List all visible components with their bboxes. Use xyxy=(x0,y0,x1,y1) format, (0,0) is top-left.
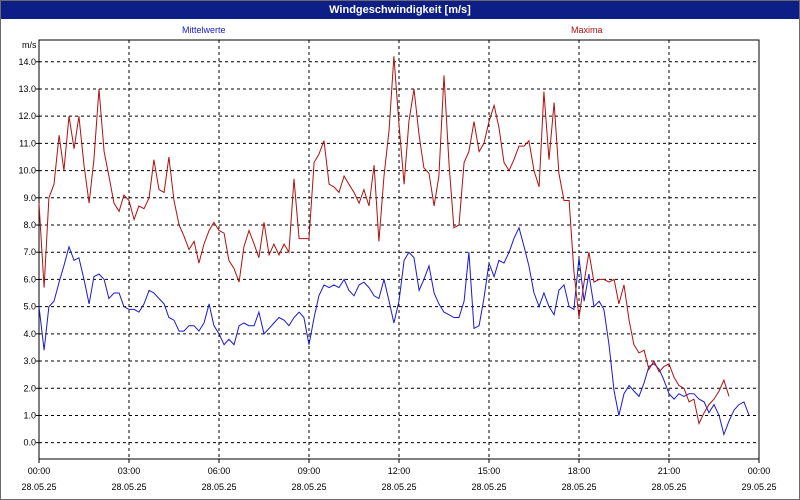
y-tick-label: 1.0 xyxy=(23,410,36,420)
x-tick-date-label: 28.05.25 xyxy=(471,482,506,492)
x-tick-date-label: 28.05.25 xyxy=(201,482,236,492)
y-tick-label: 14.0 xyxy=(18,57,36,67)
y-tick-label: 12.0 xyxy=(18,111,36,121)
legend-max: Maxima xyxy=(571,25,603,35)
series-line-mittelwerte xyxy=(38,226,750,437)
x-tick-date-label: 28.05.25 xyxy=(291,482,326,492)
y-tick-label: 9.0 xyxy=(23,193,36,203)
x-tick-time-label: 09:00 xyxy=(298,466,321,476)
y-tick-label: 5.0 xyxy=(23,302,36,312)
y-tick-label: 3.0 xyxy=(23,356,36,366)
x-tick-time-label: 21:00 xyxy=(658,466,681,476)
x-tick-date-label: 28.05.25 xyxy=(381,482,416,492)
x-tick-date-label: 29.05.25 xyxy=(741,482,776,492)
y-tick-label: 8.0 xyxy=(23,220,36,230)
x-tick-time-label: 18:00 xyxy=(568,466,591,476)
x-tick-date-label: 28.05.25 xyxy=(111,482,146,492)
x-tick-date-label: 28.05.25 xyxy=(561,482,596,492)
y-tick-label: 2.0 xyxy=(23,383,36,393)
y-tick-label: 11.0 xyxy=(19,138,36,148)
y-axis-label: m/s xyxy=(22,40,37,50)
y-tick-label: 13.0 xyxy=(18,84,36,94)
y-tick-label: 7.0 xyxy=(23,247,36,257)
y-tick-label: 0.0 xyxy=(23,438,36,448)
window-title: Windgeschwindigkeit [m/s] xyxy=(1,1,799,19)
x-tick-time-label: 12:00 xyxy=(388,466,411,476)
x-tick-time-label: 15:00 xyxy=(478,466,501,476)
legend-mean: Mittelwerte xyxy=(182,25,226,35)
x-tick-time-label: 03:00 xyxy=(118,466,141,476)
x-tick-time-label: 06:00 xyxy=(208,466,231,476)
series-line-maxima xyxy=(38,56,730,426)
y-tick-label: 4.0 xyxy=(23,329,36,339)
wind-speed-chart: 0.0 1.0 2.0 3.0 4.0 5.0 6.0 7.0 8.0 9.0 10.0 11.0 12… xyxy=(18,39,777,492)
x-tick-time-label: 00:00 xyxy=(748,466,771,476)
y-tick-label: 6.0 xyxy=(23,274,36,284)
x-tick-time-label: 00:00 xyxy=(28,466,51,476)
y-tick-label: 10.0 xyxy=(18,166,36,176)
x-tick-date-label: 28.05.25 xyxy=(651,482,686,492)
x-tick-date-label: 28.05.25 xyxy=(21,482,56,492)
